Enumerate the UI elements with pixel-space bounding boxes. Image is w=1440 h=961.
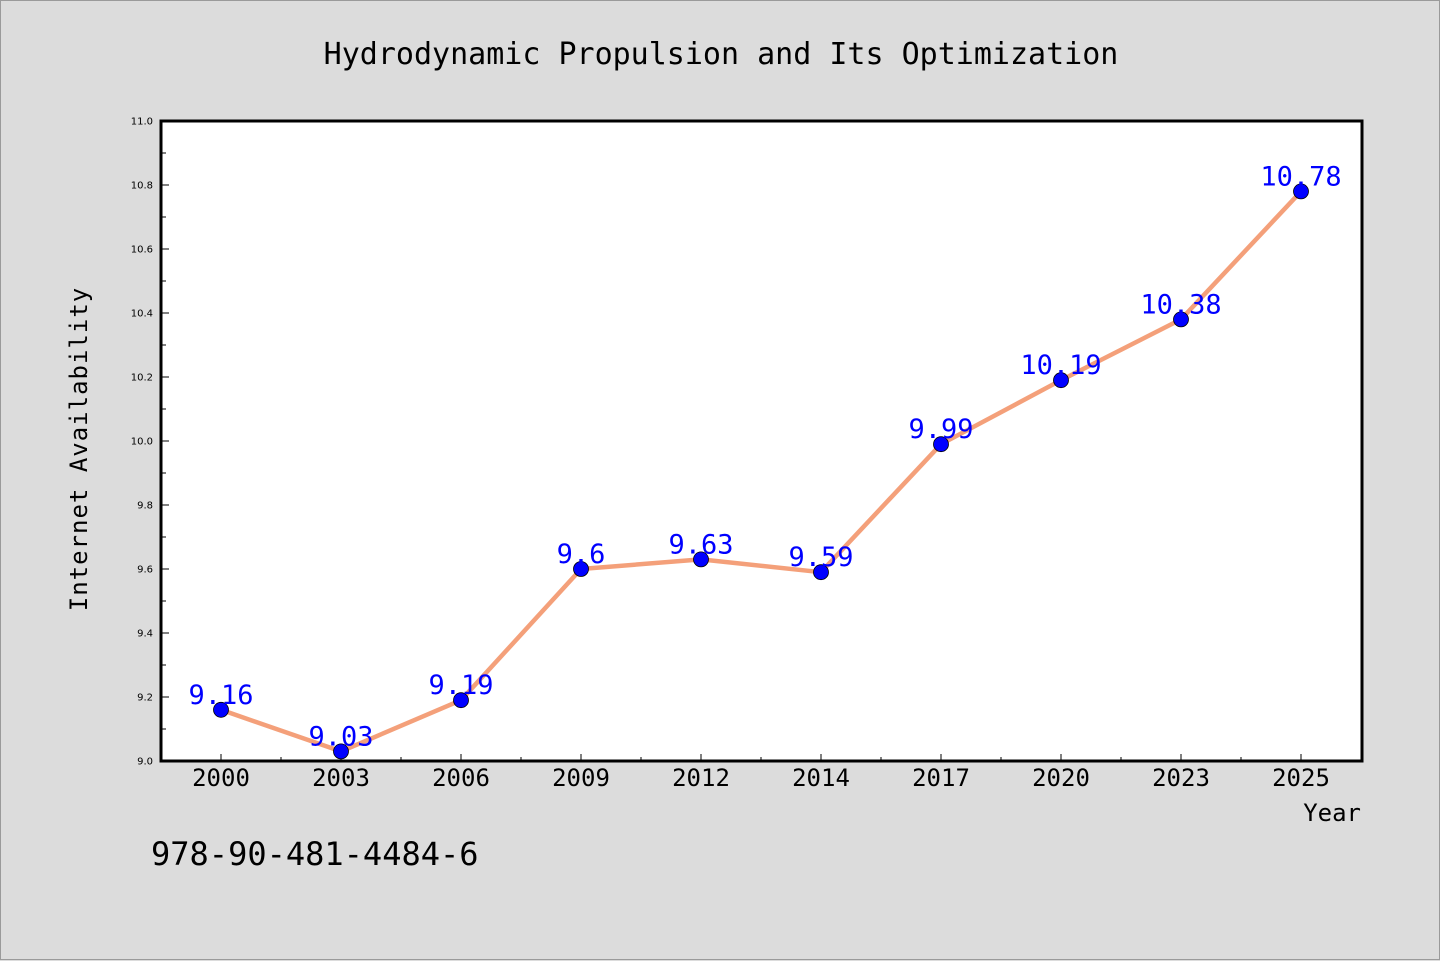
data-point (813, 564, 829, 581)
y-tick-label: 11.0 (131, 117, 153, 128)
x-tick-label: 2009 (552, 764, 610, 792)
x-tick-label: 2003 (312, 764, 370, 792)
y-tick-label: 10.4 (131, 309, 153, 320)
x-tick-label: 2023 (1152, 764, 1210, 792)
series-line-group: 9.16 9.03 9.19 9.6 9.63 9.59 9.99 10.19 10.38 10.… (188, 161, 1342, 760)
y-tick-label: 10.2 (131, 373, 153, 384)
chart-title: Hydrodynamic Propulsion and Its Optimiza… (324, 37, 1119, 72)
y-axis-label: Internet Availability (65, 287, 93, 611)
y-tick-label: 9.8 (137, 501, 153, 512)
data-point (1173, 311, 1189, 328)
plot-area (159, 119, 1364, 763)
data-point (933, 436, 949, 453)
data-label: 9.19 (428, 670, 493, 701)
isbn-text: 978-90-481-4484-6 (151, 835, 479, 873)
data-point (453, 692, 469, 709)
series-line (220, 189, 1303, 754)
data-label: 9.63 (668, 529, 733, 560)
y-tick-label: 9.0 (137, 757, 153, 768)
x-tick-label: 2020 (1032, 764, 1090, 792)
x-tick-label: 2000 (192, 764, 250, 792)
y-tick-label: 10.0 (131, 437, 153, 448)
x-axis-label: Year (1303, 799, 1361, 827)
x-tick-label: 2017 (912, 764, 970, 792)
x-tick-label: 2006 (432, 764, 490, 792)
data-point (573, 561, 589, 577)
data-label: 9.16 (188, 680, 253, 711)
data-point (213, 701, 229, 718)
x-tick-label: 2014 (792, 764, 850, 792)
data-label: 10.78 (1260, 161, 1341, 192)
y-tick-label: 9.2 (137, 693, 153, 704)
y-tick-label: 9.4 (137, 629, 153, 640)
data-label: 9.99 (908, 414, 973, 445)
data-label: 9.59 (788, 542, 853, 573)
data-label: 9.6 (557, 539, 606, 570)
y-tick-label: 9.6 (137, 565, 153, 576)
x-tick-label: 2012 (672, 764, 730, 792)
data-point (1293, 183, 1309, 200)
x-axis-ticks: 2000 2003 2006 2009 2012 2014 2017 2020 2023 2025 (192, 754, 1330, 792)
data-point (693, 551, 709, 568)
data-label: 10.19 (1020, 350, 1101, 381)
x-tick-label: 2025 (1272, 764, 1330, 792)
y-tick-label: 10.6 (131, 245, 153, 256)
data-label: 10.38 (1140, 289, 1221, 320)
data-point (1053, 372, 1069, 389)
y-tick-label: 10.8 (131, 181, 153, 192)
data-point (333, 743, 349, 760)
y-axis-ticks: 9.0 9.2 9.4 9.6 9.8 10.0 10.2 10.4 10.6 10.8 11.0 (131, 117, 169, 768)
data-label: 9.03 (308, 721, 373, 752)
